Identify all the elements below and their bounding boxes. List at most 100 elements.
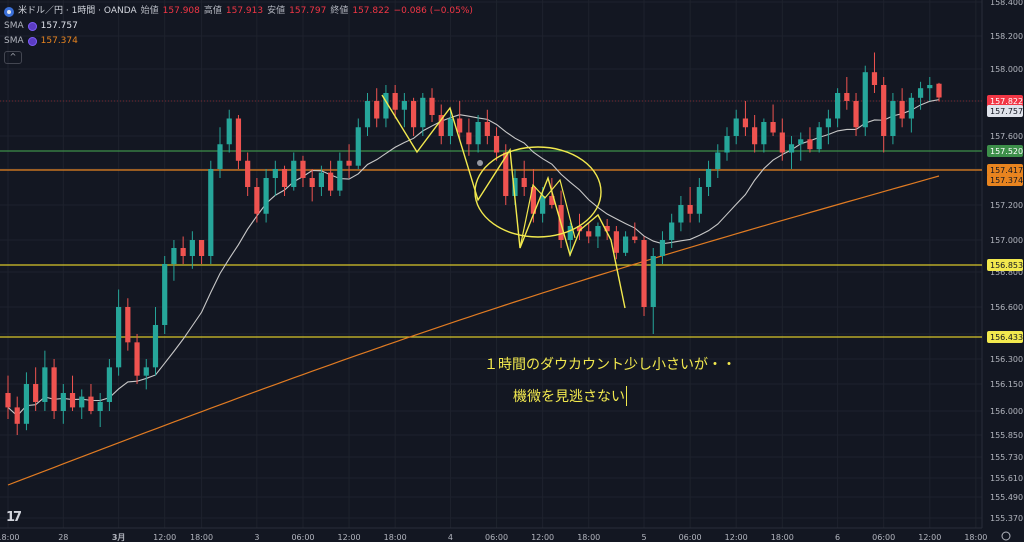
candle-body [245, 160, 251, 187]
candle-body [23, 384, 30, 424]
candle-body [512, 178, 518, 196]
price-tick-label: 156.800 [990, 268, 1023, 277]
price-tick-label: 155.490 [990, 493, 1023, 502]
candle-body [715, 152, 721, 169]
candle-body [917, 88, 924, 98]
candle-body [669, 222, 675, 240]
candle-body [291, 160, 297, 187]
wave-drawing-1[interactable] [381, 94, 626, 309]
candle-body [650, 256, 656, 307]
candle-body [881, 85, 887, 136]
time-axis[interactable]: 18:00 28 3月 12:00 18:00 3 06:00 12:00 18:00 4 06:0… [0, 531, 1024, 542]
low-label: 安値 [267, 6, 286, 16]
collapse-legend-button[interactable]: ^ [4, 51, 22, 64]
candle-body [374, 101, 380, 119]
candle-body [899, 101, 905, 119]
candle-body [88, 396, 94, 411]
candle-body [678, 205, 684, 223]
candle-body [705, 169, 712, 187]
price-tag-label: 157.417 [990, 166, 1023, 175]
annotation-text-1[interactable]: １時間のダウカウント少し小さいが・・ [484, 357, 736, 373]
candle-body [208, 169, 214, 256]
sma1-value: 157.757 [40, 21, 78, 31]
candle-body [309, 178, 315, 187]
candle-body [420, 97, 426, 128]
time-tick-label: 18:00 [964, 533, 987, 542]
candle-body [272, 169, 278, 178]
candle-body [936, 83, 942, 98]
focus-ellipse[interactable] [474, 146, 602, 238]
symbol-row: 米ドル／円 · 1時間 · OANDA 始値 157.908 高値 157.91… [4, 4, 473, 19]
price-tick-label: 155.730 [990, 453, 1023, 462]
candle-body [687, 205, 693, 214]
candle-body [540, 196, 546, 214]
price-tag-label: 157.374 [990, 176, 1023, 185]
candle-body [125, 307, 131, 343]
candle-body [632, 236, 638, 240]
candle-body [530, 187, 537, 214]
candle-body [503, 152, 509, 196]
candle-body [742, 118, 749, 128]
candle-body [300, 160, 306, 178]
candle-body [337, 160, 343, 191]
candle-body [134, 342, 140, 376]
annotation-text-2[interactable]: 機微を見逃さない [513, 386, 627, 406]
candle-body [60, 393, 66, 411]
anchor-point[interactable] [477, 160, 483, 166]
candle-body [355, 127, 361, 166]
candle-body [521, 178, 527, 187]
horizontal-levels[interactable] [0, 100, 982, 338]
price-tick-label: 155.850 [990, 431, 1023, 440]
close-label: 終値 [330, 6, 349, 16]
trendline-drawings[interactable] [381, 94, 626, 309]
candle-body [641, 240, 647, 307]
candle-body [346, 160, 352, 166]
candle-body [318, 172, 325, 187]
price-tag-label: 156.433 [990, 333, 1023, 342]
candle-body [447, 118, 454, 136]
time-tick-label: 3月 [112, 533, 126, 542]
price-tag [987, 95, 1023, 107]
candle-body [733, 118, 739, 136]
candle-body [152, 325, 159, 368]
candle-body [392, 93, 398, 110]
tradingview-logo[interactable]: 17 [6, 510, 22, 525]
candle-body [79, 396, 85, 408]
candle-body [171, 248, 177, 264]
price-tick-label: 158.200 [990, 32, 1023, 41]
candle-body [235, 118, 242, 161]
candle-body [835, 93, 841, 119]
chart-grid [0, 0, 983, 529]
price-tick-label: 156.150 [990, 380, 1023, 389]
high-label: 高値 [203, 6, 222, 16]
candle-body [429, 97, 435, 115]
usdjpy-icon[interactable] [4, 6, 14, 17]
time-tick-label: 06:00 [679, 533, 702, 542]
time-tick-label: 06:00 [291, 533, 314, 542]
price-tag [987, 105, 1023, 117]
candle-body [862, 72, 868, 128]
time-tick-label: 12:00 [531, 533, 554, 542]
sma-slow-line [7, 175, 940, 486]
time-tick-label: 5 [641, 533, 646, 542]
symbol-title[interactable]: 米ドル／円 · 1時間 · OANDA [18, 6, 137, 16]
price-tick-label: 156.600 [990, 303, 1023, 312]
candle-body [927, 85, 933, 89]
price-tag [987, 259, 1023, 271]
sma2-row[interactable]: SMA 157.374 [4, 34, 473, 49]
settings-gear-icon[interactable] [1001, 531, 1011, 541]
candle-body [328, 172, 334, 191]
candle-body [595, 226, 601, 237]
time-tick-label: 18:00 [771, 533, 794, 542]
wave-drawing-2[interactable] [519, 178, 576, 249]
time-tick-label: 12:00 [725, 533, 748, 542]
candle-body [33, 384, 39, 402]
price-tick-label: 156.000 [990, 407, 1023, 416]
time-tick-label: 18:00 [577, 533, 600, 542]
indicator-icon [27, 37, 37, 46]
candle-body [189, 240, 195, 256]
sma1-row[interactable]: SMA 157.757 [4, 19, 473, 34]
price-tag-label: 157.757 [990, 107, 1023, 116]
